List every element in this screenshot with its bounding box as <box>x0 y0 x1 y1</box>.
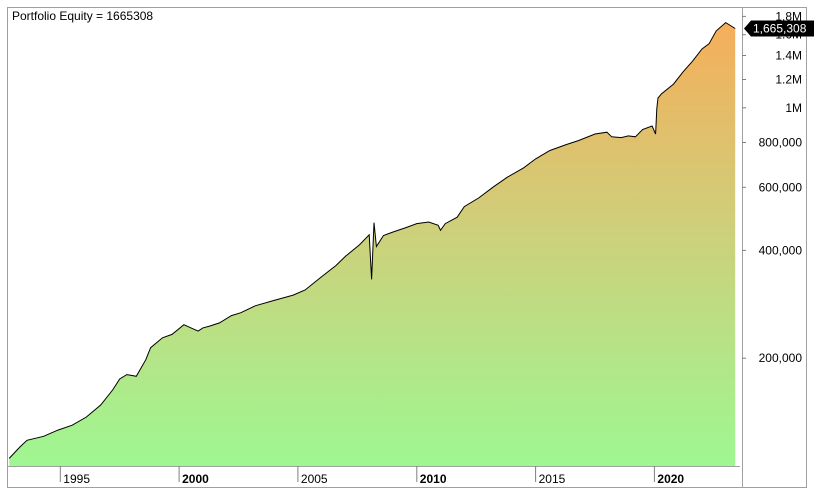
last-value-label: 1,665,308 <box>753 22 807 36</box>
last-value-badge: 1,665,308 <box>744 20 814 37</box>
y-tick-label: 1.4M <box>775 49 802 63</box>
equity-area <box>9 22 736 466</box>
y-tick-label: 800,000 <box>759 136 803 150</box>
y-tick-label: 400,000 <box>759 243 803 257</box>
chart-title: Portfolio Equity = 1665308 <box>12 9 153 23</box>
x-tick-label: 2010 <box>420 472 447 486</box>
x-tick-label: 2005 <box>301 472 328 486</box>
y-tick-label: 1.2M <box>775 73 802 87</box>
x-axis: 1995 2000 2005 2010 2015 2020 <box>59 466 684 486</box>
last-value-badge-shape <box>744 20 814 37</box>
x-tick-label: 2015 <box>539 472 566 486</box>
y-tick-label: 600,000 <box>759 180 803 194</box>
x-tick-label: 2000 <box>182 472 209 486</box>
x-tick-label: 2020 <box>657 472 684 486</box>
y-tick-label: 1.8M <box>775 9 802 23</box>
y-tick-label: 200,000 <box>759 351 803 365</box>
area-layer <box>8 21 736 466</box>
x-tick-label: 1995 <box>63 472 90 486</box>
y-tick-label: 1M <box>785 101 802 115</box>
equity-line <box>8 21 736 459</box>
